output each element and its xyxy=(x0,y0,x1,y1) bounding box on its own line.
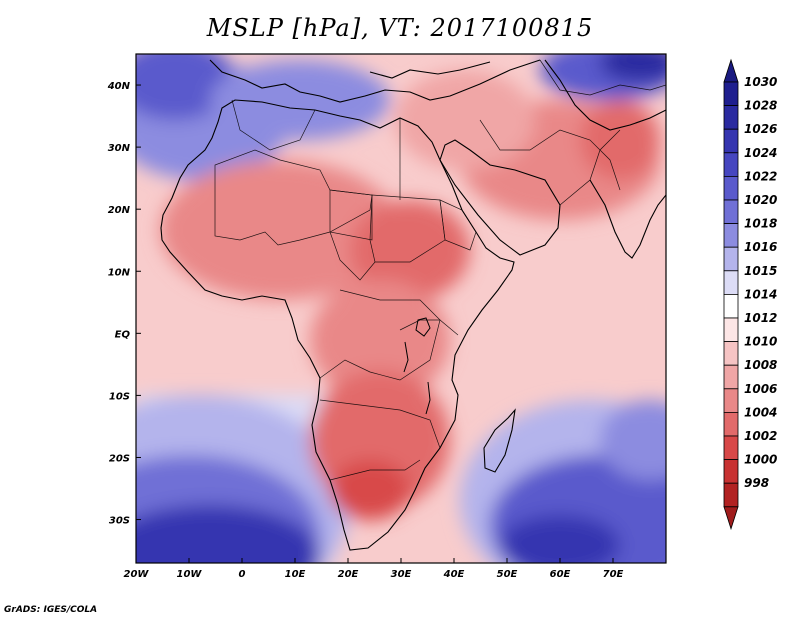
x-tick-label: 10W xyxy=(177,569,203,580)
y-tick-label: 10S xyxy=(109,391,130,402)
field-kalahari-1002 xyxy=(330,460,410,520)
y-tick-label: EQ xyxy=(115,329,131,340)
madagascar-coastline xyxy=(483,408,516,473)
colorbar-label: 1018 xyxy=(744,217,777,231)
field-central-asia-1028 xyxy=(600,54,666,82)
field-sudan-1004 xyxy=(350,200,470,300)
x-tick-label: 70E xyxy=(603,569,624,580)
india-coastline xyxy=(589,179,666,259)
colorbar-label: 1010 xyxy=(744,335,777,349)
y-tick-label: 30S xyxy=(109,516,130,527)
map-title: MSLP [hPa], VT: 2017100815 xyxy=(206,14,594,42)
central-asia-borders xyxy=(539,59,666,96)
colorbar-label: 1030 xyxy=(744,75,777,89)
east-africa-border xyxy=(399,319,459,336)
colorbar-swatch xyxy=(723,175,739,201)
colorbar-label: 1004 xyxy=(744,405,777,419)
colorbar-label: 1002 xyxy=(744,429,777,443)
colorbar-swatch xyxy=(723,341,739,366)
colorbar-label: 1024 xyxy=(744,146,777,160)
colorbar-swatch xyxy=(723,128,739,154)
colorbar-label: 1000 xyxy=(744,453,777,467)
lake-tanganyika xyxy=(403,341,409,373)
colorbar-swatch xyxy=(723,388,739,413)
field-middle-east-1008 xyxy=(395,70,535,170)
field-indian-1026 xyxy=(500,515,620,563)
congo-borders xyxy=(319,289,441,381)
y-tick-label: 20N xyxy=(108,205,131,216)
ethiopia-border xyxy=(439,199,477,251)
black-sea-coastline xyxy=(369,61,491,79)
caspian-iran-coastline xyxy=(544,59,666,131)
x-tick-label: 50E xyxy=(497,569,518,580)
colorbar-label: 1008 xyxy=(744,358,777,372)
lakes xyxy=(403,317,431,415)
x-axis: 20W 10W 0 10E 20E 30E 40E 50E 60E 70E xyxy=(124,558,624,580)
colorbar-label: 1006 xyxy=(744,382,777,396)
colorbar-swatch xyxy=(723,199,739,225)
lake-victoria xyxy=(415,317,431,337)
colorbar-label: 1022 xyxy=(744,169,777,183)
colorbar-swatch xyxy=(723,411,739,437)
colorbar-swatch xyxy=(723,270,739,295)
colorbar-label: 1020 xyxy=(744,193,777,207)
field-india-north-1004 xyxy=(580,100,660,180)
x-tick-label: 40E xyxy=(443,569,465,580)
x-tick-label: 20W xyxy=(124,569,150,580)
field-mediterranean-1018 xyxy=(210,60,390,140)
niger-chad-border xyxy=(329,189,373,241)
y-axis: 40N 30N 20N 10N EQ 10S 20S 30S xyxy=(107,81,141,527)
colorbar-label: 1014 xyxy=(744,287,777,301)
y-tick-label: 30N xyxy=(108,143,131,154)
europe-coastline xyxy=(209,59,541,103)
colorbar: 1030 1028 1026 1024 1022 1020 1018 1016 1015 1014… xyxy=(723,58,777,531)
colorbar-swatch xyxy=(723,459,739,484)
colorbar-label: 1028 xyxy=(744,99,777,113)
colorbar-swatch xyxy=(723,364,739,390)
colorbar-swatch xyxy=(723,105,739,130)
africa-coastline xyxy=(160,99,515,551)
x-tick-label: 10E xyxy=(285,569,306,580)
sahara-borders xyxy=(214,149,373,246)
field-south-atlantic-1026 xyxy=(136,505,320,563)
credit-text: GrADS: IGES/COLA xyxy=(4,605,98,615)
angola-zambia-border xyxy=(319,399,441,449)
pressure-field xyxy=(136,54,666,563)
field-indian-east-1020 xyxy=(600,400,666,480)
x-tick-label: 0 xyxy=(239,569,246,580)
botswana-border xyxy=(329,459,421,481)
maghreb-borders xyxy=(231,99,316,151)
x-tick-label: 20E xyxy=(338,569,359,580)
colorbar-label: 1015 xyxy=(744,264,777,278)
field-north-atlantic-1022 xyxy=(136,54,235,120)
colorbar-bottom-cap xyxy=(723,506,739,531)
colorbar-swatch xyxy=(723,317,739,343)
colorbar-label: 1016 xyxy=(744,240,777,254)
cameroon-car-border xyxy=(329,231,376,281)
colorbar-swatch xyxy=(723,293,739,319)
colorbar-label: 1026 xyxy=(744,122,777,136)
colorbar-swatch xyxy=(723,152,739,177)
y-tick-label: 10N xyxy=(108,267,131,278)
colorbar-top-cap xyxy=(723,58,739,83)
x-tick-label: 60E xyxy=(550,569,571,580)
lake-malawi xyxy=(425,381,431,415)
x-tick-label: 30E xyxy=(391,569,412,580)
middle-east-borders xyxy=(479,119,621,191)
colorbar-swatch xyxy=(723,81,739,107)
field-sahel-1006 xyxy=(160,160,400,300)
colorbar-swatch xyxy=(723,482,739,508)
y-tick-label: 20S xyxy=(109,453,130,464)
pakistan-border xyxy=(559,129,621,206)
colorbar-swatch xyxy=(723,223,739,248)
colorbar-label: 998 xyxy=(744,476,769,490)
colorbar-swatch xyxy=(723,435,739,461)
colorbar-swatch xyxy=(723,246,739,272)
country-borders xyxy=(214,59,666,481)
colorbar-label: 1012 xyxy=(744,311,777,325)
y-tick-label: 40N xyxy=(107,81,131,92)
